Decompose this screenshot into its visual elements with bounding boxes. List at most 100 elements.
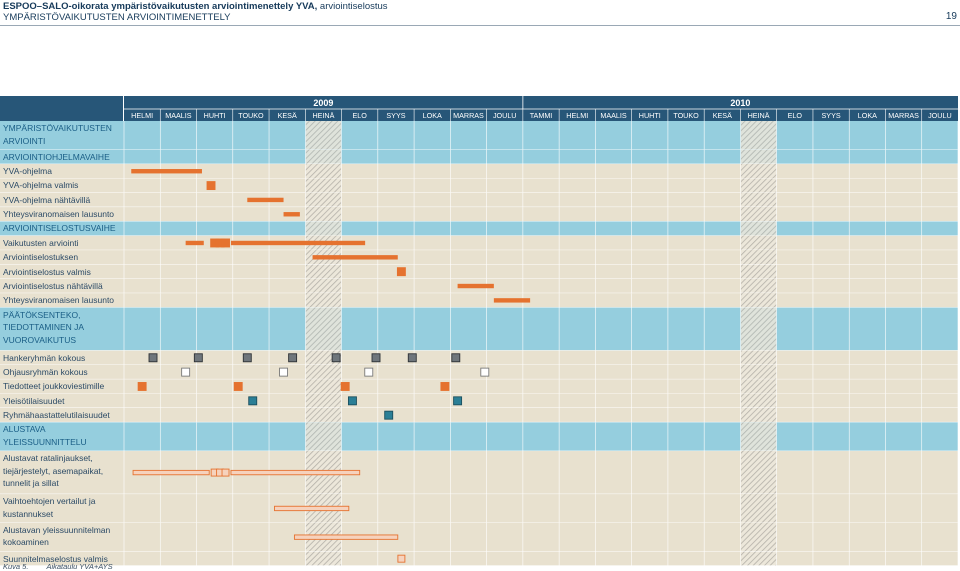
- hatched-month-cell: [740, 422, 777, 452]
- month-label: TOUKO: [238, 111, 264, 120]
- month-label: HEINÄ: [312, 111, 334, 120]
- task-row: [0, 164, 958, 179]
- milestone-marker: [137, 382, 147, 391]
- task-label: Arviointiselostus valmis: [3, 266, 91, 277]
- task-row: [0, 408, 958, 423]
- task-row: [0, 178, 958, 193]
- task-bar: [185, 240, 204, 246]
- task-bar: [283, 212, 300, 217]
- task-label: Suunnitelmaselostus valmis: [3, 553, 108, 564]
- hatched-month-cell: [305, 121, 342, 150]
- task-bar: [247, 197, 284, 203]
- task-label: Yleisötilaisuudet: [3, 395, 65, 406]
- task-row: [0, 494, 958, 523]
- section-row: [0, 149, 958, 165]
- month-label: JOULU: [928, 111, 952, 120]
- task-bar: [457, 283, 494, 289]
- hatched-month-cell: [305, 221, 342, 236]
- hatched-month-cell: [305, 178, 342, 193]
- task-row: [0, 235, 958, 251]
- hatched-month-cell: [305, 207, 342, 222]
- document-header: ESPOO–SALO-oikorata ympäristövaikutusten…: [3, 1, 388, 23]
- section-label: ARVIOINTIOHJELMAVAIHE: [3, 151, 110, 162]
- hatched-month-cell: [740, 522, 777, 552]
- hatched-month-cell: [740, 207, 777, 222]
- hatched-month-cell: [740, 121, 777, 150]
- year-band: [124, 96, 958, 109]
- section-label: ARVIOINTISELOSTUSVAIHE: [3, 223, 116, 234]
- header-divider: [0, 25, 960, 26]
- task-row: [0, 250, 958, 265]
- hatched-month-cell: [305, 164, 342, 179]
- caption-number: Kuva 5.: [3, 562, 29, 571]
- hatched-month-cell: [740, 364, 777, 380]
- planning-bar: [274, 505, 350, 512]
- month-label: ELO: [788, 111, 803, 120]
- task-label: Arviointiselostuksen: [3, 252, 79, 263]
- milestone-marker: [384, 410, 394, 420]
- section-row: [0, 221, 958, 236]
- task-label: YVA-ohjelma: [3, 166, 52, 177]
- milestone-marker: [371, 353, 381, 363]
- hatched-month-cell: [740, 393, 777, 408]
- task-bar: [230, 240, 366, 246]
- header-title-bold: ESPOO–SALO-oikorata ympäristövaikutusten…: [3, 1, 318, 12]
- milestone-marker: [453, 396, 463, 406]
- task-label: Alustavan yleissuunnitelman kokoaminen: [3, 524, 111, 548]
- hatched-month-cell: [740, 551, 777, 566]
- task-label: Yhteysviranomaisen lausunto: [3, 295, 115, 306]
- milestone-marker: [331, 353, 341, 363]
- year-label: 2009: [313, 98, 333, 108]
- page-number: 19: [945, 11, 957, 22]
- milestone-marker: [206, 181, 216, 191]
- task-bar: [493, 298, 531, 303]
- section-label: ALUSTAVA YLEISSUUNNITTELU: [3, 424, 87, 447]
- hatched-month-cell: [740, 250, 777, 265]
- month-label: MARRAS: [453, 111, 484, 120]
- month-label: HEINÄ: [748, 111, 770, 120]
- task-row: [0, 293, 958, 308]
- task-row: [0, 207, 958, 222]
- month-label: ELO: [353, 111, 368, 120]
- task-label: Ryhmähaastattelutilaisuudet: [3, 410, 110, 420]
- task-row: [0, 393, 958, 408]
- task-row: [0, 364, 958, 380]
- month-label: HUHTI: [639, 111, 661, 120]
- hatched-month-cell: [305, 551, 342, 566]
- caption-text: Aikataulu YVA+AYS: [46, 562, 113, 571]
- milestone-marker: [347, 396, 357, 406]
- section-label: PÄÄTÖKSENTEKO, TIEDOTTAMINEN JA VUOROVAI…: [3, 309, 84, 345]
- milestone-marker: [221, 468, 230, 477]
- milestone-marker-white: [279, 367, 288, 377]
- hatched-month-cell: [740, 307, 777, 351]
- hatched-month-cell: [740, 451, 777, 495]
- month-label: LOKA: [858, 111, 877, 120]
- task-row: [0, 264, 958, 279]
- hatched-month-cell: [740, 350, 777, 365]
- month-label: LOKA: [423, 111, 442, 120]
- month-label: TAMMI: [530, 111, 553, 120]
- hatched-month-cell: [305, 264, 342, 279]
- figure-caption: Kuva 5. Aikataulu YVA+AYS: [3, 562, 113, 571]
- milestone-marker: [397, 554, 406, 563]
- milestone-marker: [193, 353, 203, 363]
- planning-bar: [293, 534, 399, 540]
- milestone-marker: [248, 396, 258, 406]
- month-label: SYYS: [386, 111, 405, 120]
- month-label: TOUKO: [673, 111, 699, 120]
- hatched-month-cell: [740, 408, 777, 423]
- section-row: [0, 422, 958, 452]
- planning-bar: [230, 469, 361, 476]
- milestone-marker: [242, 353, 252, 363]
- month-label: MAALIS: [600, 111, 627, 120]
- milestone-marker: [148, 353, 158, 363]
- hatched-month-cell: [305, 379, 342, 394]
- milestone-marker: [407, 353, 417, 363]
- hatched-month-cell: [740, 379, 777, 394]
- planning-bar: [132, 469, 210, 476]
- task-label: YVA-ohjelma valmis: [3, 180, 79, 191]
- hatched-month-cell: [305, 422, 342, 452]
- milestone-marker-white: [364, 367, 374, 377]
- hatched-month-cell: [740, 494, 777, 523]
- task-label: Vaikutusten arviointi: [3, 237, 79, 248]
